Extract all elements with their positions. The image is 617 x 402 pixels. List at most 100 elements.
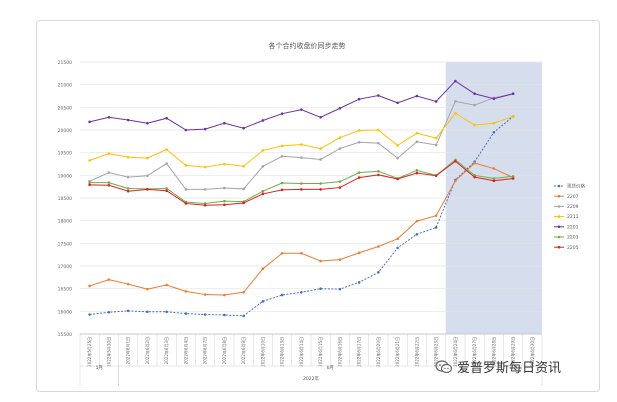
data-point <box>300 156 303 159</box>
legend-marker <box>557 215 561 218</box>
data-point <box>473 92 476 96</box>
data-point <box>126 189 130 193</box>
y-tick-label: 18500 <box>58 196 72 202</box>
data-point <box>357 97 361 101</box>
data-point <box>300 252 303 255</box>
data-point <box>415 219 419 223</box>
data-point <box>203 165 207 169</box>
data-point <box>280 293 284 297</box>
data-point <box>396 101 399 105</box>
data-point <box>88 181 91 184</box>
data-point <box>184 164 188 167</box>
data-point <box>165 283 168 287</box>
data-point <box>300 108 303 111</box>
data-point <box>377 94 380 97</box>
data-point <box>223 203 226 207</box>
legend-marker <box>557 245 561 249</box>
data-point <box>357 251 361 255</box>
data-point <box>242 290 245 294</box>
data-point <box>319 147 322 150</box>
legend-marker <box>557 225 561 229</box>
data-point <box>434 136 438 140</box>
data-point <box>126 118 130 122</box>
data-point <box>377 245 380 248</box>
x-tick-label: 2022年6月3日 <box>163 337 169 364</box>
y-tick-label: 19500 <box>58 151 72 157</box>
data-point <box>146 174 149 178</box>
y-tick-label: 20000 <box>58 128 72 134</box>
data-point <box>165 148 168 151</box>
y-tick-label: 18000 <box>58 219 72 225</box>
data-point <box>319 188 322 191</box>
data-point <box>165 187 168 190</box>
data-point <box>261 189 265 193</box>
data-point <box>261 164 265 168</box>
data-point <box>126 187 130 190</box>
data-point <box>165 162 168 165</box>
x-tick-label: 2022年6月8日 <box>221 337 227 364</box>
data-point <box>338 180 342 183</box>
data-point <box>261 300 265 303</box>
data-point <box>107 152 111 155</box>
x-tick-label: 2022年6月22日 <box>413 337 419 367</box>
data-point <box>319 116 322 119</box>
data-point <box>300 188 303 191</box>
data-point <box>511 177 515 180</box>
y-tick-label: 17000 <box>58 264 72 270</box>
month-label: 5月 <box>96 365 103 371</box>
data-point <box>107 278 111 281</box>
data-point <box>146 310 149 314</box>
data-point <box>454 179 457 183</box>
data-point <box>396 246 399 250</box>
data-point <box>88 120 91 124</box>
data-point <box>338 258 342 261</box>
data-point <box>203 313 207 316</box>
legend-label: 2209 <box>567 204 579 210</box>
data-point <box>396 237 399 241</box>
data-point <box>434 143 438 147</box>
data-point <box>261 149 265 152</box>
x-tick-label: 2022年6月14日 <box>298 337 304 367</box>
y-tick-label: 21500 <box>58 60 72 66</box>
data-point <box>126 155 130 159</box>
y-tick-label: 15500 <box>58 332 72 338</box>
x-tick-label: 2022年6月23日 <box>433 337 439 367</box>
data-point <box>223 121 226 125</box>
data-point <box>415 232 419 236</box>
data-point <box>184 188 188 191</box>
legend-label: 2211 <box>567 214 579 220</box>
data-point <box>511 92 515 96</box>
y-tick-label: 16000 <box>58 309 72 315</box>
data-point <box>377 271 380 274</box>
y-tick-label: 17500 <box>58 241 72 247</box>
x-tick-label: 2022年6月29日 <box>510 337 516 367</box>
data-point <box>473 161 476 165</box>
data-point <box>357 281 361 284</box>
data-point <box>88 159 91 162</box>
legend-marker <box>557 194 561 198</box>
data-point <box>511 115 515 118</box>
legend-label: 2201 <box>567 224 579 230</box>
data-point <box>242 164 245 168</box>
month-label: 6月 <box>327 365 334 371</box>
data-point <box>454 159 457 163</box>
data-point <box>107 310 111 314</box>
data-point <box>280 181 284 185</box>
x-tick-label: 2022年6月27日 <box>471 337 477 367</box>
x-tick-label: 2022年6月21日 <box>394 337 400 367</box>
data-point <box>396 144 399 147</box>
data-point <box>280 188 284 192</box>
data-point <box>492 177 496 180</box>
x-tick-label: 2022年5月25日 <box>86 337 92 367</box>
legend-label: 现货价格 <box>567 183 585 190</box>
data-point <box>146 287 149 291</box>
data-point <box>300 290 303 294</box>
x-axis-label: 2022年 <box>303 375 319 382</box>
data-point <box>357 176 361 179</box>
data-point <box>338 147 342 150</box>
data-point <box>165 310 168 314</box>
data-point <box>280 144 284 148</box>
legend-label: 2207 <box>567 194 579 200</box>
data-point <box>454 79 457 83</box>
data-point <box>377 128 380 132</box>
